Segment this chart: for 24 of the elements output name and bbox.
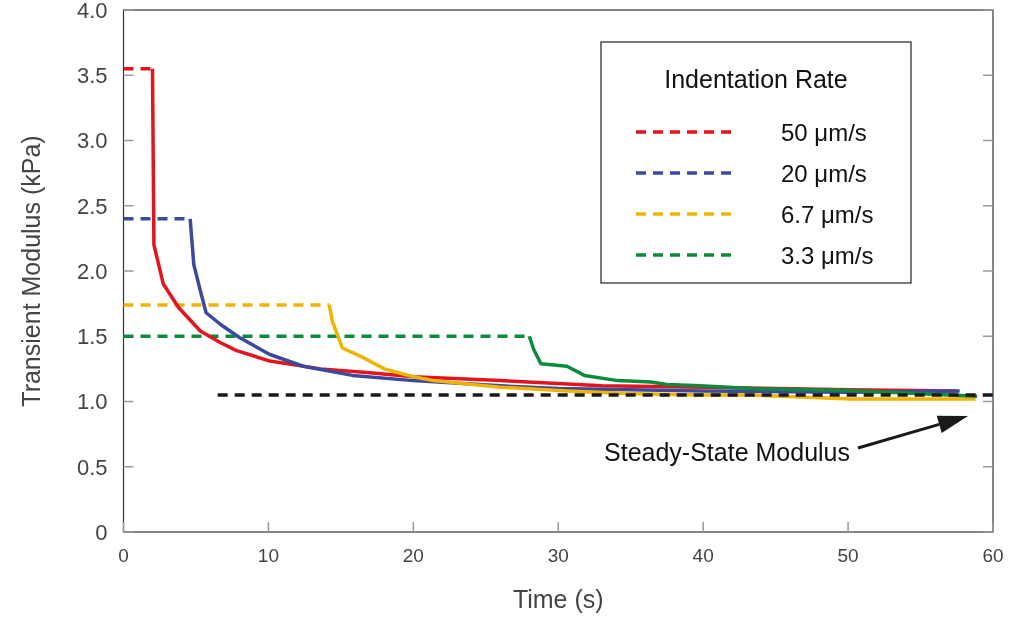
x-tick-label: 50 (837, 545, 859, 566)
legend-title: Indentation Rate (664, 65, 848, 93)
y-tick-label: 1.5 (76, 324, 108, 350)
y-tick-label: 4.0 (76, 0, 108, 23)
legend-label: 6.7 μm/s (781, 200, 874, 228)
x-tick-label: 30 (547, 545, 569, 566)
y-axis-title: Transient Modulus (kPa) (17, 135, 45, 407)
annotation: Steady-State Modulus (604, 438, 850, 466)
x-tick-label: 20 (402, 545, 424, 566)
legend-label: 3.3 μm/s (781, 241, 874, 269)
y-tick-label: 1.0 (76, 389, 108, 415)
y-tick-label: 0 (95, 519, 108, 545)
y-tick-label: 2.5 (76, 193, 108, 219)
y-tick-label: 3.0 (76, 128, 108, 154)
legend-label: 20 μm/s (781, 159, 867, 187)
x-tick-label: 40 (692, 545, 714, 566)
y-tick-label: 0.5 (76, 454, 108, 480)
x-axis-title: Time (s) (512, 585, 604, 613)
x-tick-label: 10 (257, 545, 279, 566)
x-tick-label: 60 (982, 545, 1004, 566)
x-tick-label: 0 (118, 545, 129, 566)
y-tick-label: 2.0 (76, 258, 108, 284)
legend-label: 50 μm/s (781, 118, 867, 146)
y-tick-label: 3.5 (76, 63, 108, 89)
